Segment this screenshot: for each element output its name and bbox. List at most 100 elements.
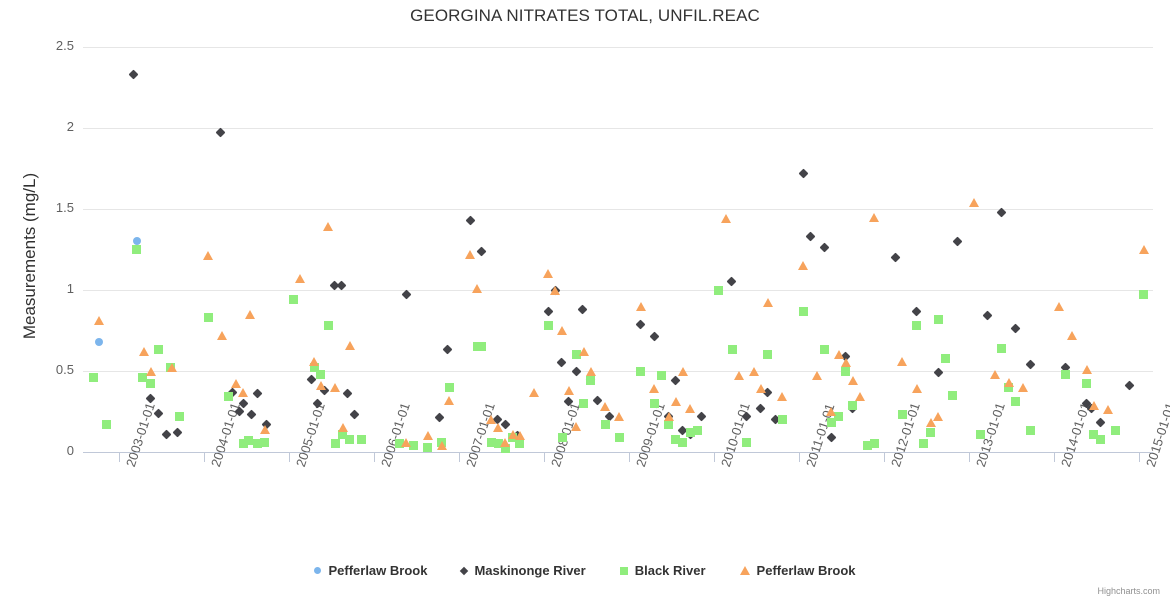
data-point[interactable] [95, 337, 104, 346]
data-point[interactable] [423, 442, 433, 452]
legend-item-3[interactable]: Black River [619, 563, 706, 578]
data-point[interactable] [805, 231, 816, 242]
data-point[interactable] [394, 439, 404, 449]
data-point[interactable] [600, 402, 611, 412]
data-point[interactable] [713, 285, 723, 295]
data-point[interactable] [153, 408, 164, 419]
data-point[interactable] [762, 298, 773, 308]
data-point[interactable] [741, 411, 752, 422]
data-point[interactable] [422, 431, 433, 441]
data-point[interactable] [777, 415, 787, 425]
data-point[interactable] [919, 439, 929, 449]
data-point[interactable] [330, 382, 341, 392]
data-point[interactable] [1011, 397, 1021, 407]
data-point[interactable] [309, 363, 319, 373]
data-point[interactable] [500, 444, 510, 454]
data-point[interactable] [245, 309, 256, 319]
data-point[interactable] [145, 366, 156, 376]
data-point[interactable] [578, 347, 589, 357]
data-point[interactable] [826, 418, 836, 428]
data-point[interactable] [947, 390, 957, 400]
data-point[interactable] [238, 387, 249, 397]
data-point[interactable] [161, 429, 172, 440]
data-point[interactable] [472, 283, 482, 293]
data-point[interactable] [253, 439, 263, 449]
data-point[interactable] [1096, 434, 1106, 444]
data-point[interactable] [231, 379, 242, 389]
data-point[interactable] [295, 274, 306, 284]
data-point[interactable] [465, 249, 476, 259]
data-point[interactable] [342, 388, 353, 399]
data-point[interactable] [337, 423, 348, 433]
data-point[interactable] [344, 340, 355, 350]
data-point[interactable] [1004, 382, 1014, 392]
data-point[interactable] [515, 439, 525, 449]
data-point[interactable] [933, 367, 944, 378]
data-point[interactable] [727, 345, 737, 355]
data-point[interactable] [543, 269, 554, 279]
data-point[interactable] [323, 222, 334, 232]
data-point[interactable] [1082, 379, 1092, 389]
data-point[interactable] [408, 441, 418, 451]
data-point[interactable] [203, 251, 214, 261]
data-point[interactable] [493, 423, 504, 433]
data-point[interactable] [911, 384, 922, 394]
legend-item-1[interactable]: Pefferlaw Brook [314, 563, 427, 578]
data-point[interactable] [223, 392, 233, 402]
data-point[interactable] [720, 214, 731, 224]
legend-item-2[interactable]: Maskinonge River [460, 563, 586, 578]
data-point[interactable] [1124, 380, 1135, 391]
data-point[interactable] [529, 387, 540, 397]
data-point[interactable] [696, 411, 707, 422]
data-point[interactable] [514, 431, 525, 441]
data-point[interactable] [139, 347, 149, 357]
data-point[interactable] [1053, 301, 1064, 311]
data-point[interactable] [1025, 426, 1035, 436]
data-point[interactable] [349, 409, 360, 420]
data-point[interactable] [911, 306, 922, 316]
data-point[interactable] [563, 396, 574, 407]
data-point[interactable] [663, 411, 674, 421]
data-point[interactable] [132, 237, 141, 246]
data-point[interactable] [401, 289, 412, 300]
data-point[interactable] [834, 411, 844, 421]
data-point[interactable] [1088, 400, 1099, 410]
data-point[interactable] [614, 411, 625, 421]
data-point[interactable] [577, 304, 588, 315]
data-point[interactable] [330, 439, 340, 449]
data-point[interactable] [571, 421, 582, 431]
data-point[interactable] [989, 369, 1000, 379]
data-point[interactable] [315, 369, 325, 379]
data-point[interactable] [656, 371, 666, 381]
data-point[interactable] [848, 400, 858, 410]
data-point[interactable] [1081, 364, 1092, 374]
data-point[interactable] [243, 436, 253, 446]
data-point[interactable] [677, 366, 688, 376]
data-point[interactable] [1025, 359, 1036, 370]
data-point[interactable] [238, 439, 248, 449]
data-point[interactable] [952, 236, 963, 247]
data-point[interactable] [897, 356, 908, 366]
data-point[interactable] [635, 319, 646, 329]
data-point[interactable] [312, 398, 323, 409]
data-point[interactable] [1018, 382, 1029, 392]
data-point[interactable] [401, 437, 412, 447]
data-point[interactable] [543, 321, 553, 331]
data-point[interactable] [132, 245, 142, 254]
data-point[interactable] [585, 366, 596, 376]
data-point[interactable] [670, 397, 681, 407]
data-point[interactable] [826, 407, 837, 416]
data-point[interactable] [933, 411, 944, 421]
data-point[interactable] [323, 321, 333, 331]
data-point[interactable] [678, 437, 688, 447]
data-point[interactable] [670, 375, 681, 386]
data-point[interactable] [175, 411, 185, 421]
data-point[interactable] [316, 381, 327, 391]
data-point[interactable] [260, 437, 270, 447]
data-point[interactable] [798, 168, 809, 179]
data-point[interactable] [579, 398, 589, 408]
data-point[interactable] [685, 428, 695, 438]
data-point[interactable] [88, 372, 98, 382]
data-point[interactable] [819, 345, 829, 355]
data-point[interactable] [1103, 405, 1114, 415]
